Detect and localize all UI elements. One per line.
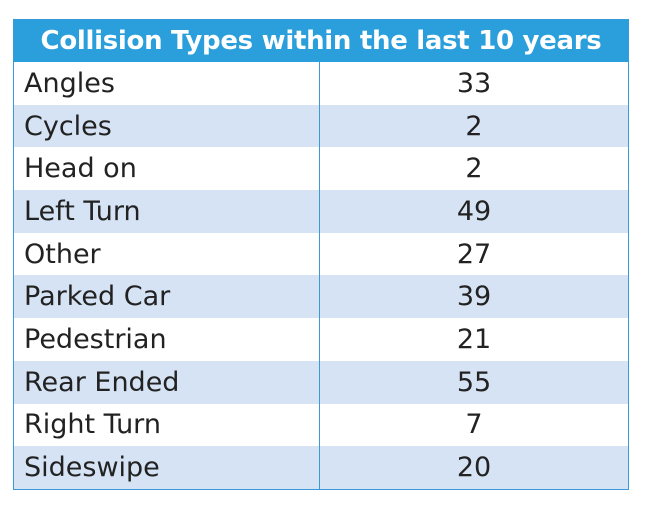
table-row: Other 27 — [14, 232, 628, 276]
table-row: Right Turn 7 — [14, 403, 628, 447]
table-row: Left Turn 49 — [14, 190, 628, 233]
collision-count: 2 — [465, 110, 483, 142]
collision-type: Sideswipe — [14, 446, 320, 489]
table-row: Head on 2 — [14, 147, 628, 191]
collision-count: 21 — [456, 323, 492, 355]
collision-count: 2 — [465, 153, 483, 185]
collision-type: Parked Car — [14, 275, 320, 319]
collision-count: 7 — [465, 409, 483, 441]
collision-type: Angles — [14, 62, 320, 105]
table-row: Rear Ended 55 — [14, 360, 628, 404]
collision-count: 33 — [456, 67, 492, 99]
table-row: Pedestrian 21 — [14, 318, 628, 361]
table-row: Angles 33 — [14, 62, 628, 105]
collision-type: Cycles — [14, 104, 320, 148]
collision-count: 27 — [456, 238, 492, 270]
collision-type: Head on — [14, 147, 320, 191]
table-title: Collision Types within the last 10 years — [14, 20, 628, 62]
collision-type: Rear Ended — [14, 360, 320, 404]
table-row: Sideswipe 20 — [14, 446, 628, 489]
collision-type: Pedestrian — [14, 318, 320, 361]
collision-count: 49 — [456, 195, 492, 227]
collision-type: Other — [14, 232, 320, 276]
collision-type: Left Turn — [14, 190, 320, 233]
collision-count: 39 — [456, 281, 492, 313]
collision-type: Right Turn — [14, 403, 320, 447]
table-row: Parked Car 39 — [14, 275, 628, 319]
collision-count: 20 — [456, 452, 492, 484]
collision-count: 55 — [456, 366, 492, 398]
table-row: Cycles 2 — [14, 104, 628, 148]
table: Collision Types within the last 10 years… — [13, 19, 629, 490]
